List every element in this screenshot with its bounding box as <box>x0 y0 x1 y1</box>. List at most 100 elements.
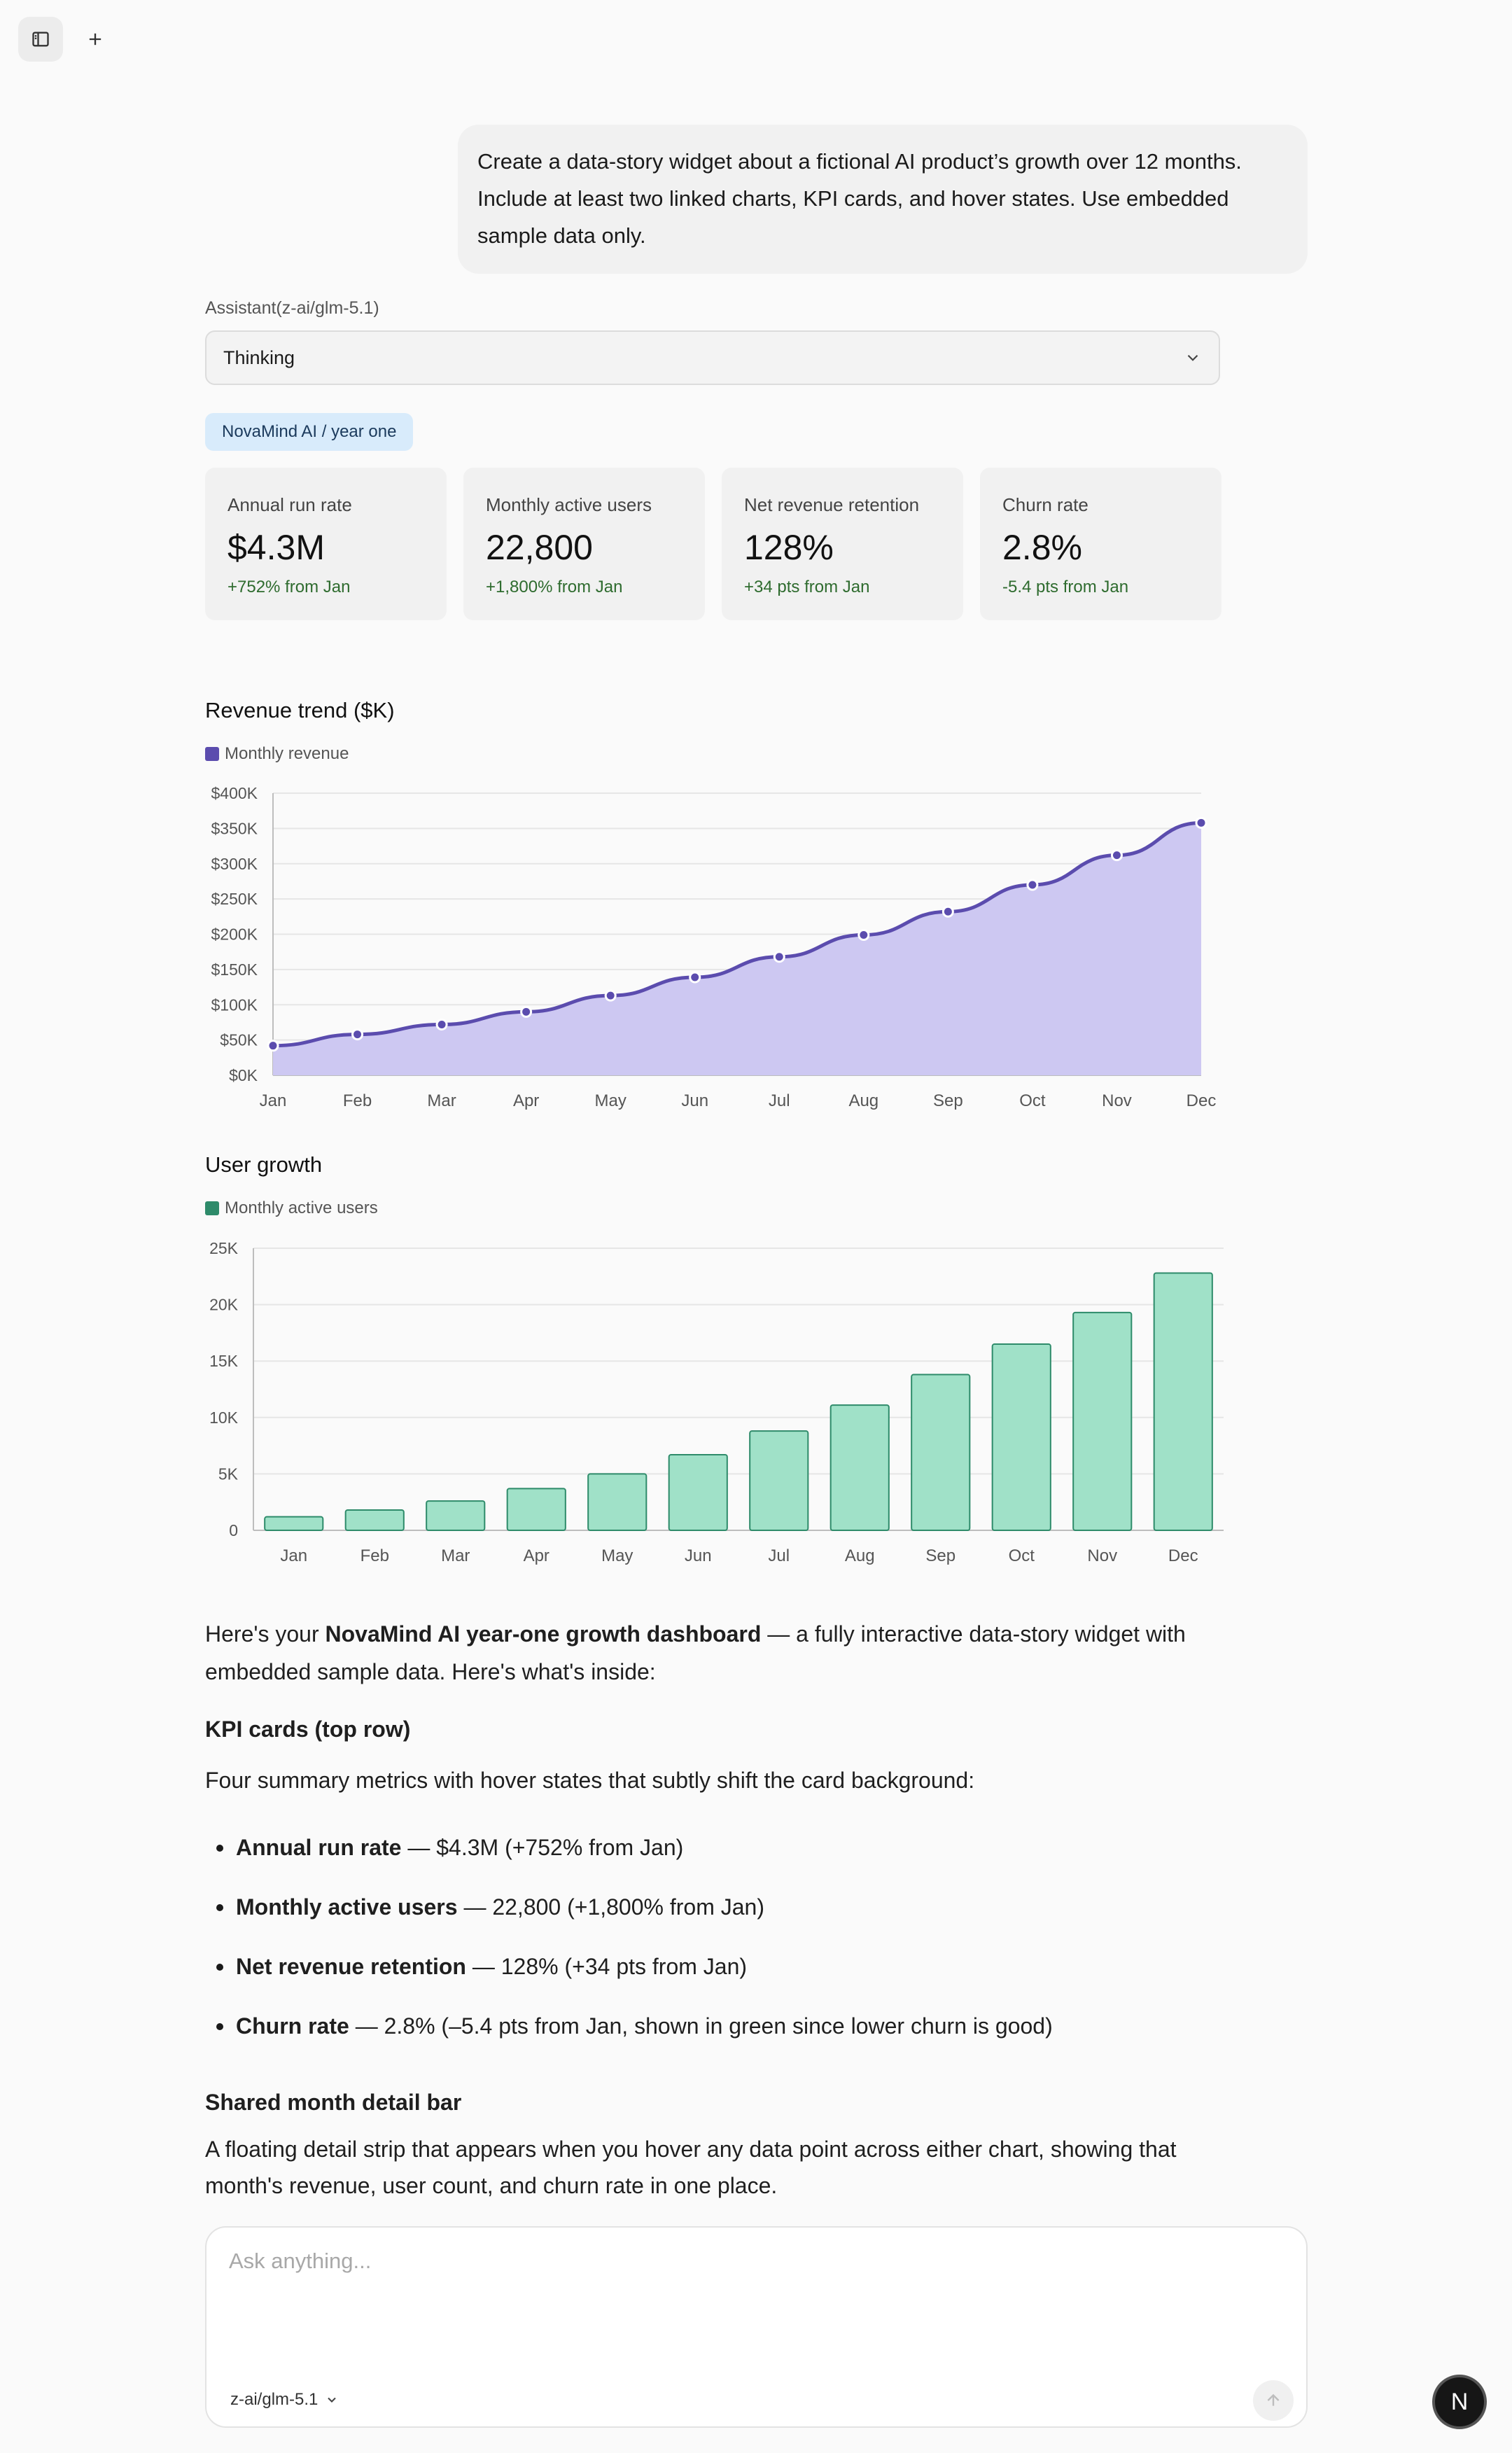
user-bar <box>668 1453 728 1531</box>
users-chart[interactable]: 0 5K 10K 15K 20K 25K Jan Feb Mar Apr May Jun Jul Aug S… <box>189 1225 1239 1575</box>
x-tick-label: Feb <box>360 1546 389 1565</box>
answer-intro-pre: Here's your <box>205 1621 326 1647</box>
send-button[interactable] <box>1253 2380 1294 2421</box>
bullet-text: — 22,800 (+1,800% from Jan) <box>457 1894 764 1920</box>
revenue-point <box>267 1040 279 1052</box>
x-tick-label: Oct <box>1019 1091 1046 1110</box>
x-tick-label: Sep <box>925 1546 955 1565</box>
list-item: Annual run rate — $4.3M (+752% from Jan) <box>205 1830 1241 1865</box>
x-tick-label: Jan <box>280 1546 307 1565</box>
y-tick-label: 5K <box>218 1465 239 1483</box>
x-tick-label: Sep <box>933 1091 963 1110</box>
user-bar <box>264 1516 324 1532</box>
x-tick-label: Dec <box>1168 1546 1198 1565</box>
revenue-point <box>773 951 785 963</box>
x-tick-label: Dec <box>1186 1091 1217 1110</box>
user-bar <box>587 1473 648 1531</box>
y-tick-label: $300K <box>211 855 258 873</box>
user-bar <box>344 1509 405 1532</box>
detail-heading: Shared month detail bar <box>205 2090 462 2115</box>
kpi-label: Annual run rate <box>227 494 352 515</box>
user-bar <box>1153 1272 1213 1532</box>
list-item: Churn rate — 2.8% (–5.4 pts from Jan, sh… <box>205 2008 1241 2043</box>
bullet-bold: Monthly active users <box>236 1894 458 1920</box>
x-tick-label: Apr <box>513 1091 539 1110</box>
kpi-change: +34 pts from Jan <box>744 578 870 596</box>
user-bar <box>506 1488 566 1531</box>
y-tick-label: $100K <box>211 995 258 1014</box>
widget-tag: NovaMind AI / year one <box>205 413 414 451</box>
revenue-area <box>273 823 1201 1075</box>
list-item: Net revenue retention — 128% (+34 pts fr… <box>205 1949 1241 1984</box>
bullet-text: — $4.3M (+752% from Jan) <box>401 1835 684 1860</box>
x-tick-label: Jun <box>681 1091 708 1110</box>
legend-swatch <box>205 1201 219 1215</box>
top-bar <box>18 17 118 62</box>
kpi-label: Net revenue retention <box>744 494 920 515</box>
kpi-card[interactable]: Monthly active users 22,800 +1,800% from… <box>463 468 705 620</box>
user-bar <box>830 1404 890 1531</box>
x-tick-label: Jan <box>260 1091 287 1110</box>
assistant-label: Assistant(z-ai/glm-5.1) <box>205 298 379 318</box>
x-tick-label: Feb <box>343 1091 372 1110</box>
x-tick-label: Jun <box>685 1546 712 1565</box>
app-logo-button[interactable]: N <box>1432 2375 1487 2429</box>
y-tick-label: $0K <box>229 1066 258 1084</box>
x-tick-label: Mar <box>427 1091 456 1110</box>
legend-label: Monthly revenue <box>225 744 349 763</box>
y-tick-label: $50K <box>220 1031 258 1049</box>
kpi-change: +752% from Jan <box>227 578 351 596</box>
composer: z-ai/glm-5.1 <box>205 2226 1308 2428</box>
bullet-bold: Net revenue retention <box>236 1954 466 1979</box>
y-tick-label: $250K <box>211 890 258 908</box>
y-tick-label: 15K <box>209 1352 239 1370</box>
legend-label: Monthly active users <box>225 1198 378 1217</box>
chat-input[interactable] <box>229 2249 1265 2274</box>
y-tick-label: $400K <box>211 784 258 802</box>
bullet-bold: Churn rate <box>236 2013 349 2039</box>
kpi-change: -5.4 pts from Jan <box>1002 578 1129 596</box>
kpi-value: 128% <box>744 528 834 567</box>
answer-intro: Here's your NovaMind AI year-one growth … <box>205 1615 1241 1691</box>
x-tick-label: Aug <box>848 1091 878 1110</box>
x-tick-label: May <box>601 1546 633 1565</box>
revenue-point <box>1110 849 1123 862</box>
revenue-chart[interactable]: $0K $50K $100K $150K $200K $250K $300K $350K $40… <box>189 770 1239 1120</box>
revenue-point <box>604 989 617 1002</box>
bullet-text: — 128% (+34 pts from Jan) <box>465 1954 748 1979</box>
y-tick-label: 0 <box>229 1521 238 1539</box>
user-bar <box>911 1374 971 1531</box>
x-tick-label: Mar <box>441 1546 470 1565</box>
new-chat-button[interactable] <box>73 17 118 62</box>
plus-icon <box>89 33 102 46</box>
kpi-label: Churn rate <box>1002 494 1088 515</box>
x-tick-label: May <box>595 1091 626 1110</box>
model-selector[interactable]: z-ai/glm-5.1 <box>230 2390 339 2410</box>
answer-intro-post: — a fully interactive data-story widget … <box>205 1621 1186 1684</box>
app-logo-letter: N <box>1450 2388 1469 2415</box>
user-message: Create a data-story widget about a ficti… <box>458 125 1308 274</box>
kpi-bullet-list: Annual run rate — $4.3M (+752% from Jan)… <box>205 1830 1241 2068</box>
user-bar <box>426 1500 486 1532</box>
y-tick-label: 20K <box>209 1296 239 1314</box>
bullet-bold: Annual run rate <box>236 1835 402 1860</box>
kpi-card[interactable]: Churn rate 2.8% -5.4 pts from Jan <box>980 468 1222 620</box>
sidebar-toggle-button[interactable] <box>18 17 63 62</box>
revenue-point <box>858 929 870 942</box>
kpi-card[interactable]: Net revenue retention 128% +34 pts from … <box>722 468 963 620</box>
x-tick-label: Oct <box>1009 1546 1035 1565</box>
y-tick-label: $350K <box>211 819 258 837</box>
list-item: Monthly active users — 22,800 (+1,800% f… <box>205 1889 1241 1924</box>
kpi-card[interactable]: Annual run rate $4.3M +752% from Jan <box>205 468 447 620</box>
revenue-point <box>520 1005 533 1018</box>
y-tick-label: 25K <box>209 1239 239 1257</box>
revenue-point <box>941 905 954 918</box>
kpi-value: 22,800 <box>486 528 593 567</box>
revenue-point <box>1195 816 1208 829</box>
arrow-up-icon <box>1267 2393 1280 2406</box>
revenue-point <box>689 971 701 984</box>
chevron-down-icon <box>328 2397 337 2403</box>
kpi-label: Monthly active users <box>486 494 652 515</box>
thinking-toggle[interactable]: Thinking <box>205 330 1220 385</box>
revenue-point <box>435 1018 448 1030</box>
